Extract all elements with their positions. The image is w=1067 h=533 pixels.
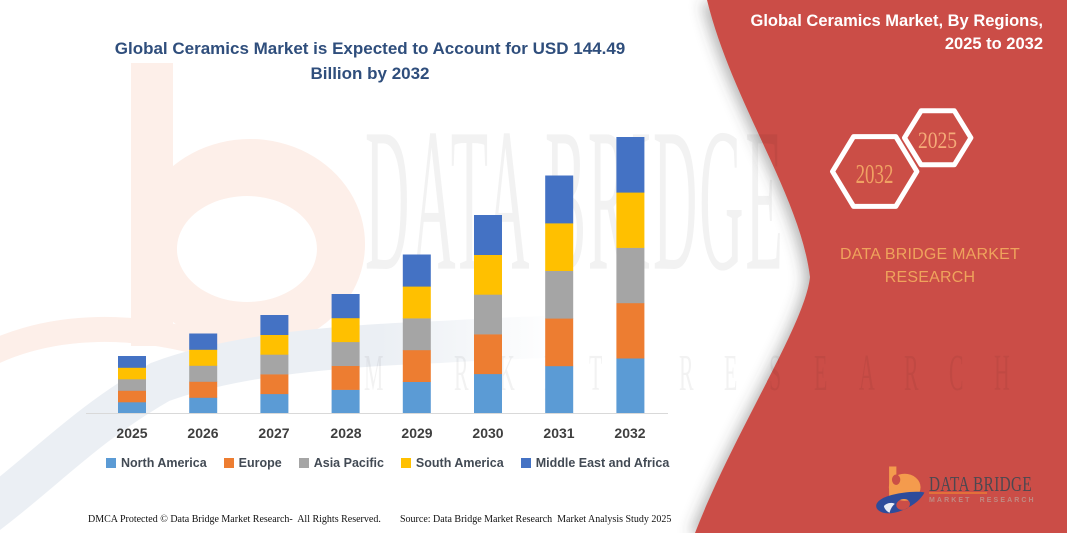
svg-text:DATA BRIDGE: DATA BRIDGE	[365, 86, 785, 314]
